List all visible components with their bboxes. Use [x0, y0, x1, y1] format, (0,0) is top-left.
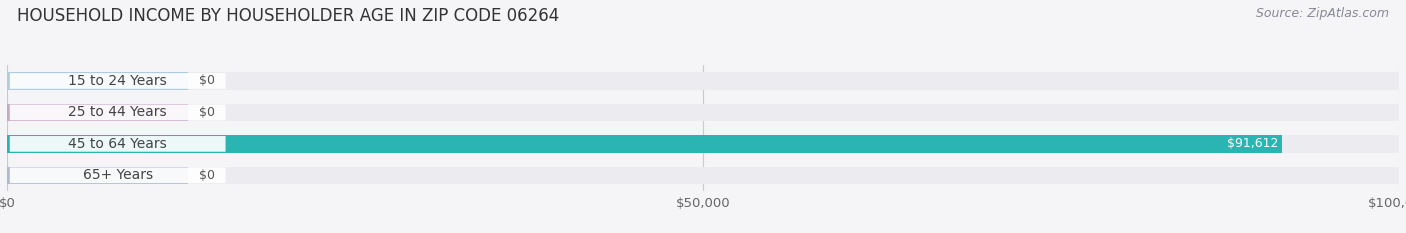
Text: HOUSEHOLD INCOME BY HOUSEHOLDER AGE IN ZIP CODE 06264: HOUSEHOLD INCOME BY HOUSEHOLDER AGE IN Z…	[17, 7, 560, 25]
Bar	[7, 104, 188, 121]
Bar	[7, 135, 1282, 153]
FancyBboxPatch shape	[10, 168, 225, 183]
Text: Source: ZipAtlas.com: Source: ZipAtlas.com	[1256, 7, 1389, 20]
FancyBboxPatch shape	[10, 136, 225, 152]
FancyBboxPatch shape	[10, 105, 225, 120]
FancyBboxPatch shape	[10, 73, 225, 89]
Bar	[7, 72, 188, 90]
Text: $0: $0	[200, 106, 215, 119]
Text: $0: $0	[200, 75, 215, 87]
Bar	[7, 167, 1399, 184]
Text: 45 to 64 Years: 45 to 64 Years	[69, 137, 167, 151]
Bar	[7, 135, 1399, 153]
Bar	[7, 104, 1399, 121]
Text: $0: $0	[200, 169, 215, 182]
Bar	[7, 167, 188, 184]
Bar	[7, 72, 1399, 90]
Text: 65+ Years: 65+ Years	[83, 168, 153, 182]
Text: 25 to 44 Years: 25 to 44 Years	[69, 105, 167, 120]
Text: $91,612: $91,612	[1226, 137, 1278, 150]
Text: 15 to 24 Years: 15 to 24 Years	[69, 74, 167, 88]
